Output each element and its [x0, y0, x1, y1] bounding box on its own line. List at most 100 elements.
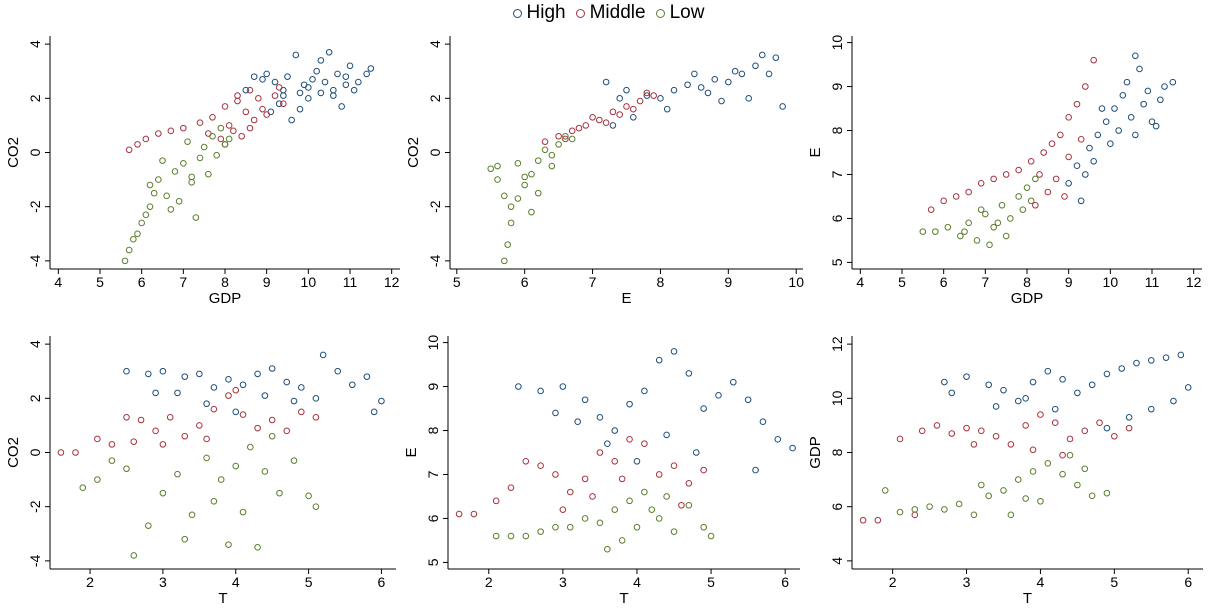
data-point: [184, 138, 191, 145]
data-point: [196, 154, 204, 162]
data-point: [217, 476, 225, 483]
data-point: [261, 468, 269, 475]
data-point: [700, 466, 707, 474]
data-point: [242, 108, 250, 116]
x-tick-label: 3: [963, 574, 971, 590]
data-point: [213, 151, 220, 159]
data-point: [711, 76, 719, 83]
data-point: [1082, 171, 1089, 178]
data-point: [313, 67, 320, 75]
data-point: [1065, 179, 1072, 187]
series-middle: [541, 89, 657, 145]
data-point: [1077, 197, 1085, 205]
data-point: [123, 367, 130, 375]
data-point: [1022, 495, 1029, 502]
data-point: [181, 432, 189, 440]
data-point: [970, 511, 978, 519]
data-point: [1107, 140, 1114, 148]
data-point: [1065, 114, 1072, 121]
data-point: [602, 119, 610, 126]
x-tick-label: 11: [343, 274, 358, 290]
data-point: [296, 89, 304, 97]
data-point: [203, 435, 210, 443]
data-point: [779, 103, 786, 110]
y-tick-label: -2: [27, 500, 43, 513]
series-low: [919, 175, 1039, 249]
data-point: [378, 397, 385, 405]
data-point: [970, 441, 978, 448]
data-point: [200, 143, 208, 151]
data-point: [589, 493, 596, 500]
data-point: [994, 219, 1002, 227]
data-point: [985, 492, 993, 500]
data-point: [205, 170, 212, 178]
data-point: [146, 203, 154, 210]
y-tick-label: 10: [829, 390, 845, 406]
data-point: [629, 113, 637, 121]
data-point: [334, 367, 342, 375]
data-point: [986, 241, 993, 249]
x-tick-label: 10: [788, 274, 804, 290]
data-point: [221, 141, 229, 148]
data-point: [1066, 435, 1074, 443]
series-high: [515, 348, 796, 474]
data-point: [142, 135, 150, 143]
data-point: [319, 351, 327, 359]
data-point: [217, 135, 225, 143]
data-point: [1162, 354, 1170, 361]
data-point: [259, 105, 266, 113]
y-tick-label: 6: [425, 514, 441, 522]
data-point: [350, 86, 358, 94]
x-tick-label: 10: [1103, 274, 1119, 290]
data-point: [180, 124, 187, 132]
legend-item-low: Low: [655, 2, 704, 24]
data-point: [589, 113, 596, 121]
data-point: [596, 414, 604, 421]
data-point: [123, 413, 130, 421]
series-high: [1065, 52, 1177, 205]
data-point: [759, 418, 767, 426]
data-point: [562, 135, 569, 143]
data-point: [1023, 184, 1031, 191]
y-tick-label: 4: [27, 40, 43, 48]
legend-item-middle: Middle: [575, 2, 646, 24]
data-point: [990, 175, 997, 183]
data-point: [1177, 351, 1185, 359]
data-point: [992, 432, 1000, 440]
plot-p3: 4 5 6 7 8 9 10 11 12 5 6 7 8 9 10 GDP E: [807, 35, 1202, 307]
data-point: [663, 105, 671, 113]
data-point: [321, 78, 329, 86]
data-point: [192, 214, 200, 221]
data-point: [744, 396, 752, 404]
data-point: [697, 84, 705, 91]
data-point: [636, 97, 644, 105]
data-point: [1037, 497, 1044, 505]
data-point: [944, 223, 952, 231]
data-point: [521, 173, 528, 181]
data-point: [1170, 397, 1177, 405]
data-point: [196, 370, 203, 378]
data-point: [990, 223, 997, 231]
data-point: [1144, 87, 1152, 95]
data-point: [1147, 405, 1155, 413]
x-axis-title: T: [1023, 590, 1032, 607]
data-point: [715, 392, 722, 399]
data-point: [745, 95, 752, 102]
data-point: [330, 92, 337, 99]
x-tick-label: 6: [940, 274, 948, 290]
data-point: [623, 103, 630, 110]
x-tick-label: 11: [1145, 274, 1160, 290]
data-point: [641, 488, 648, 496]
data-point: [507, 532, 515, 540]
data-point: [700, 405, 707, 412]
data-point: [1102, 118, 1110, 126]
data-point: [254, 370, 261, 378]
data-point: [1077, 136, 1085, 143]
x-tick-label: 12: [384, 274, 400, 290]
data-point: [145, 522, 152, 529]
data-point: [611, 457, 619, 465]
series-middle: [927, 56, 1097, 213]
data-point: [130, 438, 138, 445]
data-point: [534, 157, 542, 164]
x-tick-label: 5: [898, 274, 906, 290]
